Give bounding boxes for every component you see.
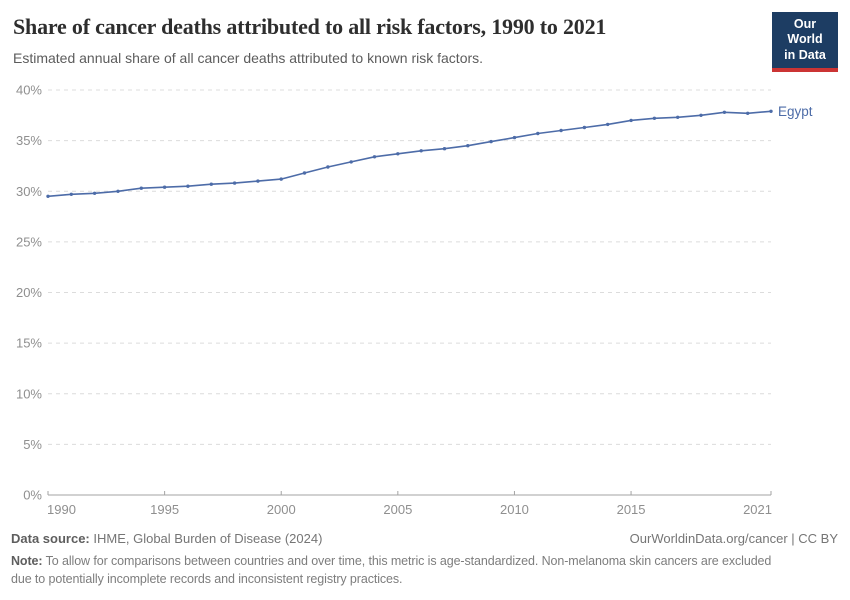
- data-point: [302, 171, 307, 175]
- x-axis-tick-label: 2021: [743, 502, 772, 517]
- data-point: [512, 135, 517, 140]
- data-source-text: IHME, Global Burden of Disease (2024): [93, 531, 323, 546]
- data-point: [559, 128, 563, 133]
- data-point: [326, 165, 330, 169]
- data-point: [606, 122, 610, 127]
- data-point: [769, 109, 773, 114]
- data-source-label: Data source:: [11, 531, 90, 546]
- data-point: [722, 110, 727, 115]
- data-point: [582, 125, 587, 130]
- page-title: Share of cancer deaths attributed to all…: [13, 14, 607, 39]
- x-axis-tick-label: 2010: [500, 502, 529, 517]
- data-point: [372, 155, 377, 159]
- data-point: [629, 118, 633, 123]
- y-axis-tick-label: 0%: [23, 488, 42, 503]
- data-point: [489, 139, 493, 144]
- data-point: [46, 194, 50, 198]
- data-point: [139, 186, 143, 190]
- data-point: [442, 147, 447, 151]
- data-point: [116, 189, 120, 193]
- chart-footer: Data source: IHME, Global Burden of Dise…: [11, 531, 838, 589]
- data-point: [232, 181, 237, 185]
- data-source: Data source: IHME, Global Burden of Dise…: [11, 531, 322, 546]
- note-text-line2: due to potentially incomplete records an…: [11, 571, 403, 586]
- owid-logo: Our World in Data: [772, 12, 838, 72]
- logo-line1: Our World: [787, 17, 823, 47]
- data-point: [92, 191, 97, 195]
- x-axis-tick-label: 2000: [267, 502, 296, 517]
- x-axis-tick-label: 1990: [47, 502, 76, 517]
- chart-note: Note: To allow for comparisons between c…: [11, 553, 838, 589]
- x-axis-tick-label: 2015: [617, 502, 646, 517]
- x-axis-tick-label: 2005: [383, 502, 412, 517]
- y-axis-tick-label: 5%: [23, 437, 42, 452]
- series-label-egypt: Egypt: [778, 104, 813, 119]
- data-point: [466, 144, 470, 148]
- y-axis-tick-label: 35%: [16, 133, 42, 148]
- data-point: [162, 185, 167, 189]
- data-point: [396, 152, 400, 156]
- data-point: [349, 160, 353, 164]
- y-axis-tick-label: 20%: [16, 285, 42, 300]
- chart-subtitle: Estimated annual share of all cancer dea…: [13, 50, 484, 66]
- series-line-egypt: [47, 110, 772, 198]
- data-point: [69, 192, 74, 196]
- y-axis-tick-label: 15%: [16, 336, 42, 351]
- y-axis-tick-label: 40%: [16, 83, 42, 98]
- y-axis-tick-label: 30%: [16, 184, 42, 199]
- x-axis-tick-label: 1995: [150, 502, 179, 517]
- attribution: OurWorldinData.org/cancer | CC BY: [629, 531, 838, 546]
- y-axis-tick-label: 10%: [16, 386, 42, 401]
- logo-line2: in Data: [784, 47, 826, 62]
- data-point: [699, 113, 703, 118]
- data-point: [676, 115, 680, 120]
- data-point: [536, 131, 540, 136]
- note-label: Note:: [11, 554, 43, 568]
- note-text-line1: To allow for comparisons between countri…: [45, 554, 772, 568]
- data-point: [209, 182, 213, 186]
- data-point: [652, 116, 657, 121]
- data-point: [279, 177, 283, 181]
- data-point: [746, 111, 750, 116]
- data-point: [256, 179, 260, 183]
- data-point: [186, 184, 190, 188]
- data-point: [419, 149, 423, 153]
- y-axis-tick-label: 25%: [16, 234, 42, 249]
